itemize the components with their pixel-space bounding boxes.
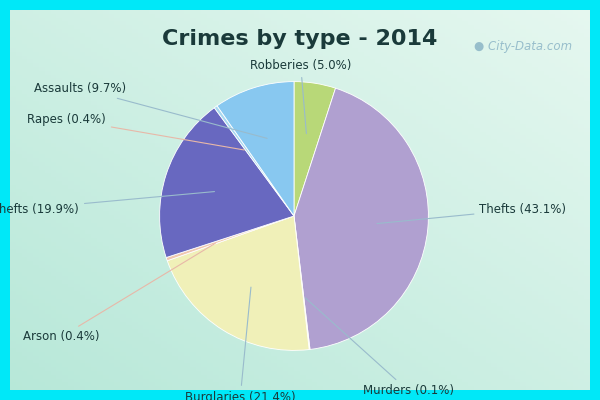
Wedge shape [167,216,309,350]
Text: Assaults (9.7%): Assaults (9.7%) [34,82,267,138]
Text: Burglaries (21.4%): Burglaries (21.4%) [185,287,296,400]
Text: Murders (0.1%): Murders (0.1%) [305,298,454,397]
Text: Thefts (43.1%): Thefts (43.1%) [377,203,566,224]
Wedge shape [294,82,335,216]
Text: Robberies (5.0%): Robberies (5.0%) [250,59,352,134]
Wedge shape [294,216,310,350]
Wedge shape [214,106,294,216]
Text: ● City-Data.com: ● City-Data.com [474,40,572,53]
Wedge shape [166,216,294,261]
Wedge shape [160,108,294,258]
Text: Arson (0.4%): Arson (0.4%) [23,243,215,344]
Wedge shape [217,82,294,216]
Text: Crimes by type - 2014: Crimes by type - 2014 [163,29,437,49]
Text: Rapes (0.4%): Rapes (0.4%) [27,113,244,150]
Wedge shape [294,88,428,350]
Text: Auto thefts (19.9%): Auto thefts (19.9%) [0,192,214,216]
